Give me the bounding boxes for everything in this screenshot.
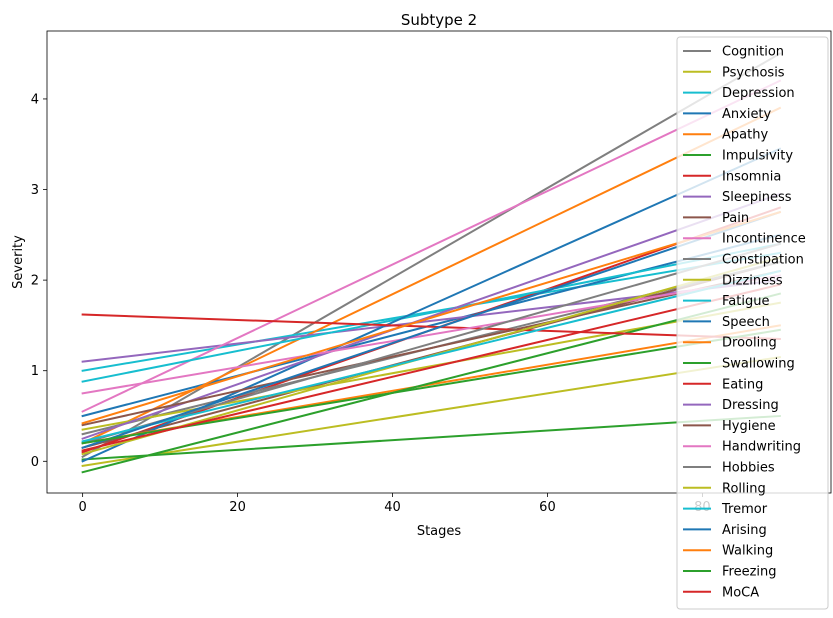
series-line-tremor: [81, 269, 782, 443]
legend-item: Incontinence: [683, 232, 806, 247]
legend-label: Impulsivity: [722, 149, 793, 164]
legend-label: Fatigue: [722, 294, 769, 309]
legend-label: Eating: [722, 377, 763, 392]
series-line-psychosis: [81, 355, 782, 467]
legend-label: Speech: [722, 315, 770, 330]
legend-label: Psychosis: [722, 65, 785, 80]
legend-label: Arising: [722, 523, 767, 538]
series-line-anxiety: [81, 233, 782, 418]
legend-box: [676, 36, 829, 610]
legend-label: Dressing: [722, 398, 779, 413]
x-axis: 020406080: [78, 493, 711, 515]
series-line-handwriting: [81, 274, 782, 395]
legend-item: Arising: [683, 523, 767, 538]
legend-label: Dizziness: [722, 273, 783, 288]
legend-item: Freezing: [683, 565, 777, 580]
legend-items: Cognition Psychosis Depression Anxiety Apath…: [683, 45, 806, 600]
legend-item: Anxiety: [683, 107, 772, 122]
legend-label: Constipation: [722, 253, 804, 268]
y-tick-label: 1: [31, 364, 39, 379]
legend-item: Constipation: [683, 253, 804, 268]
y-axis-label: Severity: [11, 235, 26, 289]
series-line-eating: [81, 313, 781, 341]
y-tick-label: 3: [31, 183, 39, 198]
legend-label: Tremor: [721, 502, 768, 517]
legend-label: Drooling: [722, 336, 777, 351]
legend-item: Dizziness: [683, 273, 783, 288]
legend-label: Apathy: [722, 128, 768, 143]
y-tick-label: 4: [31, 92, 39, 107]
x-axis-label: Stages: [417, 524, 462, 539]
legend-item: Hobbies: [683, 461, 775, 476]
legend-item: Cognition: [683, 45, 784, 60]
series-line-incontinence: [81, 79, 782, 413]
legend-label: Walking: [722, 544, 773, 559]
series-line-arising: [81, 210, 782, 449]
legend-item: Apathy: [683, 128, 768, 143]
legend: Cognition Psychosis Depression Anxiety Apath…: [676, 36, 829, 610]
series-line-dressing: [81, 192, 782, 440]
legend-item: Handwriting: [683, 440, 801, 455]
legend-label: Pain: [722, 211, 749, 226]
x-tick-label: 60: [539, 500, 556, 515]
legend-item: Eating: [683, 377, 763, 392]
legend-item: Sleepiness: [683, 190, 792, 205]
legend-label: Incontinence: [722, 232, 806, 247]
series-line-hygiene: [81, 269, 782, 427]
y-tick-label: 0: [31, 455, 39, 470]
series-line-cognition: [81, 52, 782, 459]
series-line-walking: [81, 210, 782, 425]
plot-frame: [46, 30, 832, 494]
legend-label: Rolling: [722, 481, 766, 496]
legend-label: Depression: [722, 86, 795, 101]
chart-title: Subtype 2: [401, 11, 477, 29]
legend-item: Psychosis: [683, 65, 785, 80]
legend-item: Rolling: [683, 481, 766, 496]
legend-label: Freezing: [722, 565, 777, 580]
series-line-fatigue: [81, 242, 782, 383]
legend-item: Pain: [683, 211, 749, 226]
legend-item: MoCA: [683, 585, 759, 600]
legend-label: Hobbies: [722, 461, 775, 476]
series-line-swallowing: [81, 292, 782, 474]
legend-item: Drooling: [683, 336, 777, 351]
legend-item: Insomnia: [683, 169, 781, 184]
series-line-impulsivity: [81, 414, 781, 461]
legend-label: MoCA: [722, 585, 759, 600]
legend-label: Insomnia: [722, 169, 781, 184]
series-line-hobbies: [81, 242, 782, 445]
legend-label: Hygiene: [722, 419, 776, 434]
y-axis: 0 1 2 3 4: [31, 92, 47, 470]
legend-item: Walking: [683, 544, 773, 559]
legend-item: Hygiene: [683, 419, 776, 434]
legend-label: Handwriting: [722, 440, 801, 455]
x-tick-label: 0: [78, 500, 86, 515]
legend-item: Dressing: [683, 398, 779, 413]
legend-item: Depression: [683, 86, 795, 101]
legend-item: Tremor: [683, 502, 768, 517]
y-tick-label: 2: [31, 274, 39, 289]
x-tick-label: 20: [229, 500, 246, 515]
legend-item: Impulsivity: [683, 149, 793, 164]
x-tick-label: 40: [384, 500, 401, 515]
legend-item: Speech: [683, 315, 770, 330]
legend-item: Fatigue: [683, 294, 769, 309]
legend-item: Swallowing: [683, 357, 795, 372]
legend-label: Cognition: [722, 45, 784, 60]
legend-label: Swallowing: [722, 357, 795, 372]
legend-label: Sleepiness: [722, 190, 792, 205]
series-layer: [81, 52, 782, 474]
legend-label: Anxiety: [722, 107, 772, 122]
series-line-freezing: [81, 328, 782, 445]
series-line-moca: [81, 283, 782, 452]
